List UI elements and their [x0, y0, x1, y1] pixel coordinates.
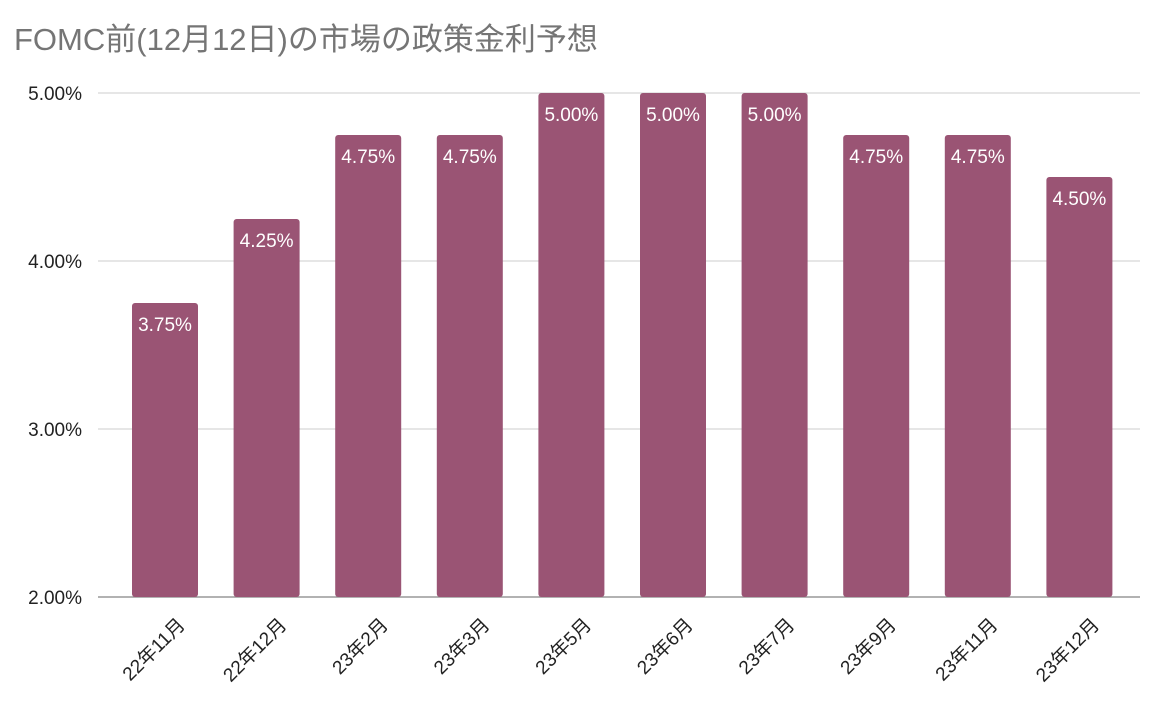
data-label: 5.00% — [646, 105, 700, 126]
data-label: 4.75% — [951, 147, 1005, 168]
x-tick-label: 23年11月 — [931, 614, 1002, 685]
data-labels: 3.75% 4.25% 4.75% 4.75% 5.00% 5.00% 5.00% 4.75%… — [137, 104, 1108, 338]
x-tick-label: 23年12月 — [1032, 614, 1104, 686]
x-tick-label: 23年3月 — [430, 614, 495, 679]
x-tick-label: 23年6月 — [633, 614, 698, 679]
x-tick-label: 22年12月 — [219, 614, 291, 686]
y-tick-label: 5.00% — [28, 84, 82, 105]
x-axis-tick-labels: 22年11月 22年12月 23年2月 23年3月 23年5月 23年6月 23年7月 23年… — [118, 614, 1104, 686]
data-label: 4.75% — [443, 147, 497, 168]
x-tick-label: 23年9月 — [836, 614, 901, 679]
bar — [741, 93, 808, 597]
y-tick-label: 2.00% — [28, 588, 82, 609]
bar — [132, 303, 198, 597]
y-axis-tick-labels: 2.00% 3.00% 4.00% 5.00% — [28, 84, 82, 609]
bar — [335, 135, 402, 597]
y-tick-label: 4.00% — [28, 252, 82, 273]
data-label: 3.75% — [138, 315, 192, 336]
bar — [843, 135, 910, 597]
data-label: 5.00% — [544, 105, 598, 126]
bars — [132, 93, 1113, 597]
data-label: 4.25% — [240, 231, 294, 252]
x-tick-label: 23年5月 — [531, 614, 596, 679]
x-tick-label: 23年7月 — [734, 614, 799, 679]
x-tick-label: 22年11月 — [118, 614, 189, 685]
data-label: 4.75% — [849, 147, 903, 168]
bar — [538, 93, 605, 597]
bar — [944, 135, 1011, 597]
data-label: 5.00% — [748, 105, 802, 126]
x-tick-label: 23年2月 — [328, 614, 393, 679]
y-tick-label: 3.00% — [28, 420, 82, 441]
bar — [1046, 177, 1113, 597]
bar — [436, 135, 503, 597]
chart-title: FOMC前(12月12日)の市場の政策金利予想 — [14, 22, 598, 57]
bar — [233, 219, 300, 597]
data-label: 4.50% — [1052, 189, 1106, 210]
data-label: 4.75% — [341, 147, 395, 168]
bar — [640, 93, 706, 597]
